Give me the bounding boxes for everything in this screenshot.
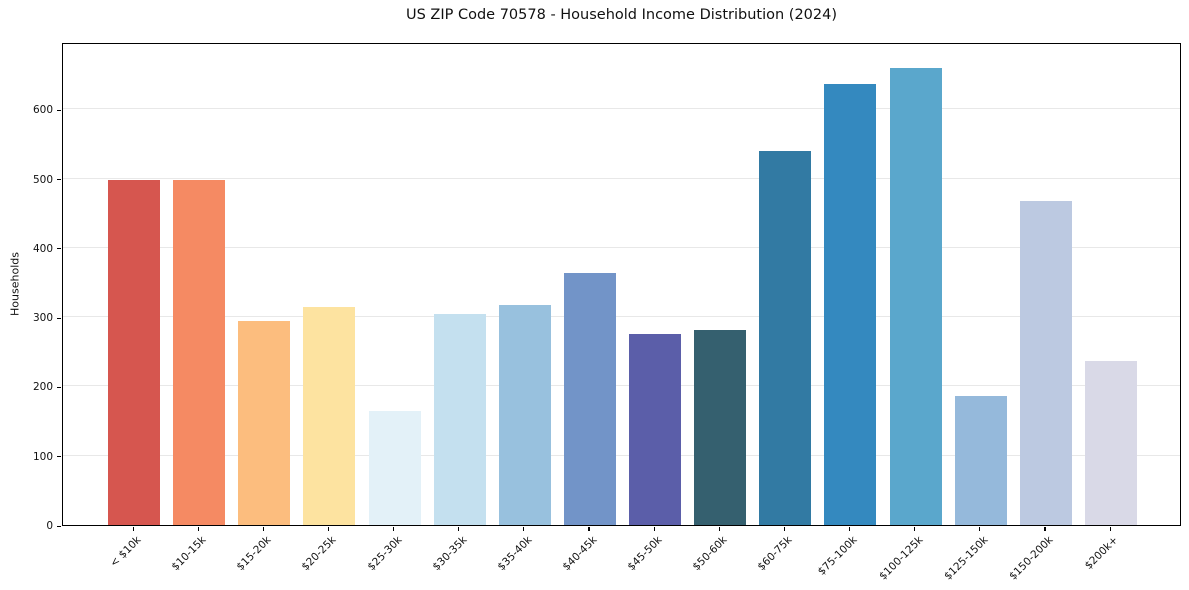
y-tick-mark-600 xyxy=(57,109,61,111)
bar-$45-50k xyxy=(629,334,682,525)
x-tick-mark-$200k+ xyxy=(1109,527,1111,531)
y-tick-label-600: 600 xyxy=(32,104,53,117)
y-tick-mark-500 xyxy=(57,179,61,181)
gridline-y-400 xyxy=(63,246,1180,248)
bar-$100-125k xyxy=(889,67,942,525)
x-tick-mark-$150-200k xyxy=(1044,527,1046,531)
y-tick-mark-100 xyxy=(57,456,61,458)
gridline-y-600 xyxy=(63,108,1180,110)
x-tick-mark-$25-30k xyxy=(393,527,395,531)
gridline-y-500 xyxy=(63,177,1180,179)
bar-$40-45k xyxy=(563,272,616,525)
y-tick-label-300: 300 xyxy=(32,312,53,325)
y-tick-label-100: 100 xyxy=(32,450,53,463)
bar-$75-100k xyxy=(824,83,877,525)
bar-$15-20k xyxy=(238,320,291,525)
gridline-y-200 xyxy=(63,385,1180,387)
x-tick-mark-$45-50k xyxy=(653,527,655,531)
x-tick-mark-$75-100k xyxy=(848,527,851,531)
y-tick-mark-200 xyxy=(57,386,61,389)
bar-< $10k xyxy=(108,179,160,525)
x-tick-mark-$10-15k xyxy=(197,527,199,531)
gridline-y-100 xyxy=(63,454,1180,456)
plot-area xyxy=(62,43,1181,526)
y-tick-label-400: 400 xyxy=(32,242,53,255)
y-axis-label: Households xyxy=(8,252,22,316)
y-tick-mark-0 xyxy=(57,525,61,527)
bar-$25-30k xyxy=(368,411,421,525)
bar-$35-40k xyxy=(498,305,551,525)
x-tick-mark-$60-75k xyxy=(783,527,786,531)
x-tick-mark-$125-150k xyxy=(979,527,981,531)
x-tick-label-< $10k: < $10k xyxy=(107,534,144,570)
gridline-y-300 xyxy=(63,316,1180,318)
x-tick-mark-$35-40k xyxy=(523,527,525,531)
bar-$150-200k xyxy=(1019,201,1072,525)
y-tick-mark-300 xyxy=(57,317,61,319)
bar-$20-25k xyxy=(303,306,356,525)
bar-$60-75k xyxy=(759,150,812,525)
x-tick-mark-$50-60k xyxy=(718,527,720,531)
x-tick-mark-< $10k xyxy=(132,527,134,531)
y-tick-label-500: 500 xyxy=(32,173,53,186)
x-tick-mark-$15-20k xyxy=(262,527,264,531)
x-tick-mark-$100-125k xyxy=(914,527,916,531)
y-tick-mark-400 xyxy=(57,248,61,250)
bar-$30-35k xyxy=(433,314,486,525)
y-tick-label-0: 0 xyxy=(46,520,53,532)
bar-$10-15k xyxy=(173,179,226,525)
chart-title: US ZIP Code 70578 - Household Income Dis… xyxy=(405,7,838,23)
bar-$200k+ xyxy=(1085,361,1137,525)
x-tick-mark-$20-25k xyxy=(327,527,330,531)
y-tick-label-200: 200 xyxy=(32,381,53,394)
x-tick-mark-$40-45k xyxy=(588,527,590,531)
bar-$125-150k xyxy=(954,396,1007,525)
bar-$50-60k xyxy=(694,329,747,525)
x-tick-mark-$30-35k xyxy=(458,527,460,531)
